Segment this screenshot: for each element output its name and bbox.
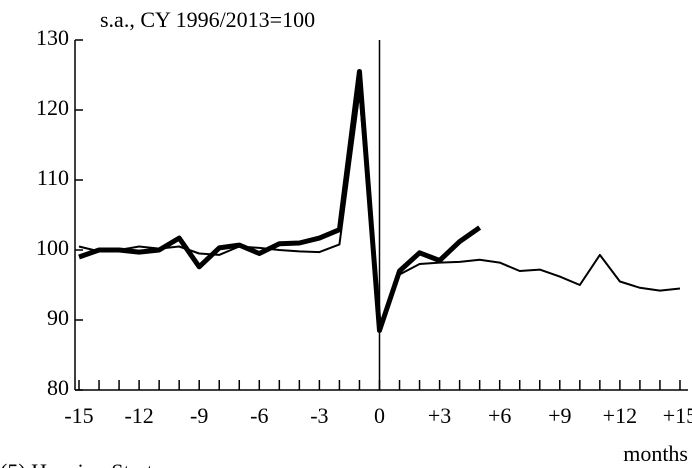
chart-title: s.a., CY 1996/2013=100 — [100, 7, 315, 32]
series-line — [78, 69, 482, 333]
x-tick-label: 0 — [374, 403, 385, 428]
y-tick-label: 120 — [36, 95, 69, 120]
x-tick-label: -6 — [250, 403, 268, 428]
x-axis-label: months — [623, 441, 688, 466]
y-tick-label: 90 — [47, 305, 69, 330]
x-tick-label: +3 — [428, 403, 451, 428]
x-tick-label: +6 — [488, 403, 511, 428]
y-tick-label: 80 — [47, 375, 69, 400]
x-tick-label: -15 — [64, 403, 93, 428]
x-tick-label: +9 — [548, 403, 571, 428]
x-tick-label: -12 — [124, 403, 153, 428]
x-tick-label: +12 — [603, 403, 637, 428]
x-tick-label: -3 — [310, 403, 328, 428]
x-tick-label: +15 — [663, 403, 692, 428]
y-tick-label: 130 — [36, 25, 69, 50]
y-tick-label: 100 — [36, 235, 69, 260]
x-tick-label: -9 — [190, 403, 208, 428]
subtitle: (5) Housing Starts — [0, 459, 161, 468]
y-tick-label: 110 — [37, 165, 69, 190]
